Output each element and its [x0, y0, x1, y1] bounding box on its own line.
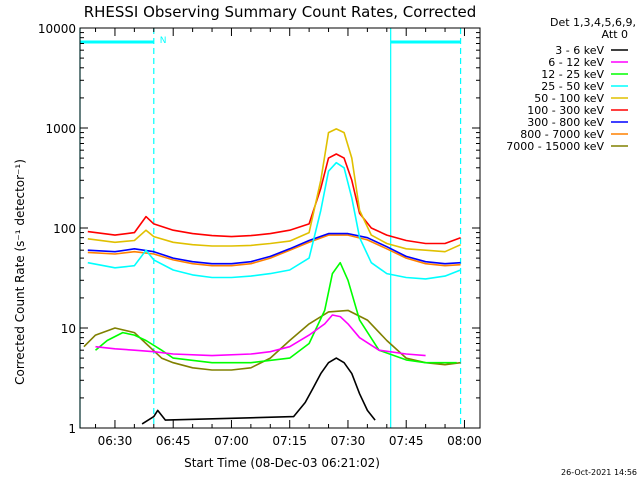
legend-label: 300 - 800 keV: [527, 116, 604, 129]
x-tick-label: 07:30: [331, 434, 366, 448]
y-tick-label: 1000: [45, 122, 76, 136]
series-line-100-300-kev: [87, 153, 461, 245]
legend-header-line-2: Att 0: [602, 28, 628, 41]
x-tick-label: 08:00: [447, 434, 482, 448]
plot-area: N 1 10 100 1000 10000 06:30 06:45 07:00 07:15 07:3…: [38, 22, 482, 448]
series-line-3-6-kev: [141, 357, 376, 425]
y-tick-label: 1: [68, 422, 76, 436]
footer-timestamp: 26-Oct-2021 14:56: [561, 468, 637, 477]
series-line-800-7000-kev: [87, 234, 461, 267]
legend-label: 100 - 300 keV: [527, 104, 604, 117]
legend-label: 50 - 100 keV: [534, 92, 604, 105]
chart-title: RHESSI Observing Summary Count Rates, Co…: [84, 3, 477, 21]
x-axis-label: Start Time (08-Dec-03 06:21:02): [184, 456, 380, 470]
legend-label: 6 - 12 keV: [548, 56, 604, 69]
x-tick-label: 06:30: [98, 434, 133, 448]
legend-label: 800 - 7000 keV: [520, 128, 604, 141]
x-tick-label: 07:15: [272, 434, 307, 448]
legend-label: 25 - 50 keV: [541, 80, 604, 93]
series-line-300-800-kev: [87, 232, 461, 265]
series-line-50-100-kev: [87, 128, 461, 253]
series-line-25-50-kev: [87, 161, 461, 280]
legend-header-line-1: Det 1,3,4,5,6,9,: [550, 16, 636, 29]
series-line-12-25-kev: [94, 261, 457, 364]
x-tick-label: 06:45: [156, 434, 191, 448]
y-tick-label: 10000: [38, 22, 76, 36]
y-tick-label: 10: [61, 322, 76, 336]
y-axis-label: Corrected Count Rate (s⁻¹ detector⁻¹): [13, 159, 27, 385]
legend-label: 12 - 25 keV: [541, 68, 604, 81]
legend-label: 3 - 6 keV: [555, 44, 604, 57]
x-tick-label: 07:45: [389, 434, 424, 448]
legend-label: 7000 - 15000 keV: [506, 140, 604, 153]
series-line-6-12-kev: [95, 314, 426, 357]
x-tick-label: 07:00: [214, 434, 249, 448]
night-marker-label: N: [160, 36, 167, 46]
y-tick-label: 100: [53, 222, 76, 236]
